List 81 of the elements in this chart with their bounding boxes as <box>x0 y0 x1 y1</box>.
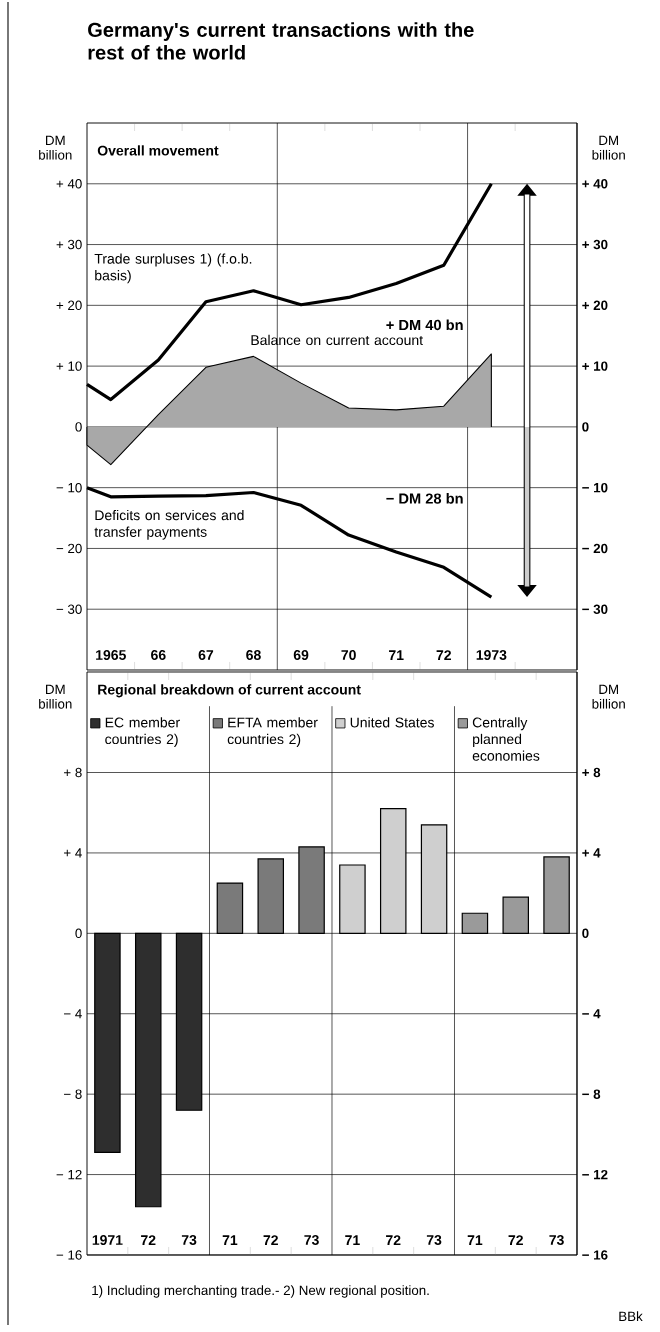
y-axis-title: DM billion <box>39 135 72 160</box>
legend-label: EC member countries 2) <box>105 717 180 747</box>
bar <box>543 856 570 934</box>
y2-tick-label: + 4 <box>582 848 601 858</box>
text: BBk <box>619 1311 643 1321</box>
x-tick-label: 73 <box>181 1235 197 1245</box>
y2-tick-label: − 30 <box>582 604 608 614</box>
text: 1) Including merchanting trade.- 2) New regional position. <box>92 1285 429 1298</box>
y-tick-label: − 10 <box>56 482 82 493</box>
y2-axis-title: DM billion <box>592 684 625 709</box>
y2-tick-label: + 30 <box>582 239 608 250</box>
y2-tick-label: + 20 <box>582 300 608 311</box>
x-tick-label: 71 <box>345 1235 360 1245</box>
y-tick-label: − 30 <box>56 604 82 614</box>
y-tick-label: − 4 <box>64 1009 82 1019</box>
y-tick-label: − 12 <box>56 1169 82 1180</box>
x-tick-label: 1971 <box>92 1235 123 1245</box>
bar <box>461 912 489 934</box>
x-tick-label: 71 <box>222 1235 238 1245</box>
x-tick-label: 72 <box>263 1235 278 1245</box>
x-tick-label: 69 <box>293 650 309 660</box>
y-tick-label: − 20 <box>56 543 82 554</box>
bar <box>94 932 121 1154</box>
bar <box>216 882 244 934</box>
bar <box>502 896 529 934</box>
x-tick-label: 71 <box>467 1235 483 1245</box>
x-tick-label: 73 <box>304 1235 319 1245</box>
x-tick-label: 73 <box>426 1235 442 1245</box>
legend-label: EFTA member countries 2) <box>227 717 318 747</box>
x-tick-label: 67 <box>198 650 214 660</box>
y-tick-label: + 40 <box>56 179 82 189</box>
y2-tick-label: − 12 <box>582 1169 608 1180</box>
x-tick-label: 66 <box>151 650 166 660</box>
bar <box>420 824 448 934</box>
series-label: Trade surpluses 1) (f.o.b. basis) <box>94 253 252 284</box>
chart-title: Germany's current transactions with the rest of the world <box>88 22 474 60</box>
series-label: Deficits on services and transfer payments <box>94 509 244 540</box>
y2-tick-label: + 40 <box>582 179 608 189</box>
y2-tick-label: 0 <box>582 422 589 432</box>
x-tick-label: 72 <box>436 650 451 660</box>
y-tick-label: + 10 <box>56 361 82 371</box>
y-tick-label: + 8 <box>64 767 82 778</box>
bar <box>298 846 325 934</box>
y2-tick-label: − 16 <box>582 1250 608 1260</box>
y-tick-label: − 8 <box>64 1089 82 1099</box>
x-tick-label: 72 <box>141 1235 156 1245</box>
y2-tick-label: + 8 <box>582 767 601 778</box>
x-tick-label: 70 <box>341 650 356 660</box>
x-tick-label: 72 <box>386 1235 401 1245</box>
bar <box>134 932 162 1208</box>
y2-tick-label: − 10 <box>582 482 608 493</box>
y2-axis-title: DM billion <box>592 135 625 160</box>
bar <box>339 864 366 934</box>
legend-label: United States <box>350 717 434 728</box>
legend-label: Centrally planned economies <box>472 717 540 761</box>
y-axis-title: DM billion <box>39 684 72 709</box>
x-tick-label: 72 <box>508 1235 523 1245</box>
y-tick-label: + 4 <box>64 848 82 858</box>
y2-tick-label: − 20 <box>582 543 608 554</box>
y-tick-label: + 20 <box>56 300 82 311</box>
x-tick-label: 73 <box>549 1235 564 1245</box>
y-tick-label: 0 <box>75 928 82 939</box>
bar <box>379 808 407 934</box>
y2-tick-label: − 8 <box>582 1089 601 1099</box>
annotation: + DM 40 bn <box>386 319 463 331</box>
x-tick-label: 1965 <box>96 650 126 660</box>
y2-tick-label: + 10 <box>582 361 608 371</box>
y2-tick-label: − 4 <box>582 1009 601 1019</box>
bar <box>175 932 203 1111</box>
text: Overall movement <box>97 145 219 156</box>
x-tick-label: 71 <box>389 650 404 660</box>
series-label: Balance on current account <box>251 334 423 346</box>
text: Regional breakdown of current account <box>98 684 361 698</box>
y-tick-label: + 30 <box>56 239 82 250</box>
y2-tick-label: 0 <box>582 928 589 939</box>
y-tick-label: − 16 <box>56 1250 82 1260</box>
annotation: − DM 28 bn <box>386 492 463 504</box>
y-tick-label: 0 <box>75 422 82 432</box>
bar <box>257 858 285 934</box>
x-tick-label: 68 <box>246 650 261 660</box>
x-tick-label: 1973 <box>476 650 507 660</box>
